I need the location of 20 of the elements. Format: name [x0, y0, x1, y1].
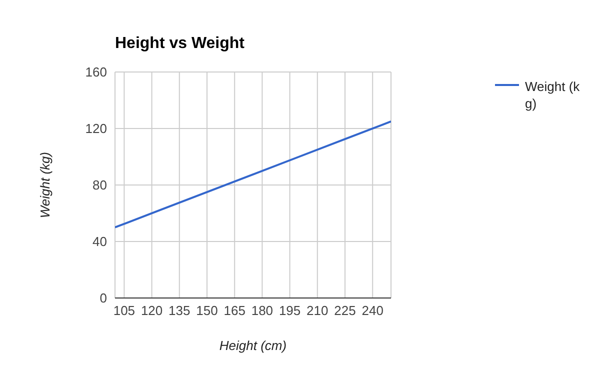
x-tick-label: 150	[196, 303, 218, 318]
y-axis-title: Weight (kg)	[38, 152, 53, 218]
x-tick-label: 165	[224, 303, 246, 318]
y-tick-label: 120	[85, 121, 107, 136]
y-tick-label: 80	[92, 178, 107, 193]
y-tick-label: 40	[92, 234, 107, 250]
x-tick-label: 225	[334, 303, 356, 318]
x-tick-label: 210	[306, 303, 328, 318]
x-tick-label: 135	[168, 303, 190, 318]
x-tick-label: 105	[113, 303, 136, 318]
x-tick-label: 180	[251, 303, 274, 318]
line-series	[115, 120, 391, 228]
chart-title: Height vs Weight	[115, 35, 244, 53]
y-tick-label: 160	[85, 64, 107, 80]
y-tick-label: 0	[100, 290, 107, 306]
x-tick-label: 240	[362, 303, 384, 318]
x-tick-label: 195	[278, 303, 301, 318]
legend-label: Weight (kg)	[525, 78, 580, 112]
x-tick-label: 120	[140, 303, 163, 318]
x-axis-title: Height (cm)	[219, 338, 287, 353]
